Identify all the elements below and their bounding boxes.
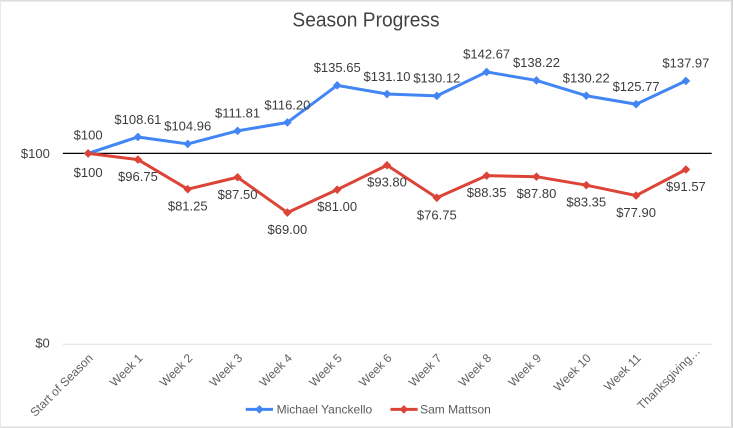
svg-text:$69.00: $69.00 — [267, 222, 307, 237]
svg-text:$131.10: $131.10 — [364, 69, 411, 84]
svg-text:$130.12: $130.12 — [413, 71, 460, 86]
svg-text:$100: $100 — [74, 128, 103, 143]
svg-text:$100: $100 — [21, 146, 50, 161]
svg-text:$111.81: $111.81 — [215, 106, 260, 121]
svg-text:$91.57: $91.57 — [666, 179, 706, 194]
svg-text:$77.90: $77.90 — [616, 205, 656, 220]
svg-text:$138.22: $138.22 — [513, 55, 560, 70]
svg-text:$76.75: $76.75 — [417, 207, 457, 222]
svg-text:$116.20: $116.20 — [264, 97, 310, 112]
svg-text:$108.61: $108.61 — [114, 112, 161, 127]
svg-text:$88.35: $88.35 — [467, 185, 507, 200]
svg-text:$87.80: $87.80 — [517, 186, 557, 201]
svg-text:$0: $0 — [35, 336, 49, 351]
svg-text:$137.97: $137.97 — [662, 56, 709, 71]
svg-text:$81.00: $81.00 — [317, 199, 357, 214]
svg-text:$104.96: $104.96 — [164, 119, 211, 134]
svg-text:$93.80: $93.80 — [367, 175, 407, 190]
svg-text:$96.75: $96.75 — [118, 169, 158, 184]
svg-text:$81.25: $81.25 — [168, 199, 208, 214]
svg-text:$130.22: $130.22 — [563, 71, 610, 86]
svg-text:Season Progress: Season Progress — [292, 9, 439, 31]
svg-text:Sam Mattson: Sam Mattson — [420, 403, 491, 417]
svg-text:$125.77: $125.77 — [613, 79, 660, 94]
svg-text:$142.67: $142.67 — [463, 47, 510, 62]
svg-text:$135.65: $135.65 — [314, 60, 361, 75]
svg-text:$87.50: $87.50 — [218, 187, 258, 202]
svg-text:$83.35: $83.35 — [566, 195, 606, 210]
svg-text:Michael Yanckello: Michael Yanckello — [277, 403, 373, 417]
svg-text:$100: $100 — [74, 165, 103, 180]
